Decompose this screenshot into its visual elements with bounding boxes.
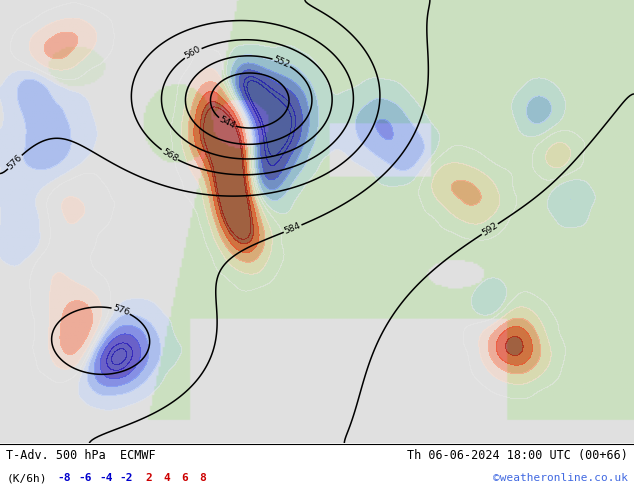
Text: 2: 2: [146, 473, 153, 483]
Text: 560: 560: [183, 45, 203, 61]
Text: 544: 544: [217, 115, 236, 131]
Text: 568: 568: [160, 147, 179, 164]
Text: 576: 576: [111, 303, 131, 318]
Text: T-Adv. 500 hPa  ECMWF: T-Adv. 500 hPa ECMWF: [6, 448, 156, 462]
Text: 576: 576: [6, 153, 24, 172]
Text: (K/6h): (K/6h): [6, 473, 47, 483]
Text: 6: 6: [181, 473, 188, 483]
Text: -2: -2: [120, 473, 133, 483]
Text: Th 06-06-2024 18:00 UTC (00+66): Th 06-06-2024 18:00 UTC (00+66): [407, 448, 628, 462]
Text: 592: 592: [480, 220, 500, 238]
Text: -8: -8: [57, 473, 70, 483]
Text: 4: 4: [164, 473, 171, 483]
Text: ©weatheronline.co.uk: ©weatheronline.co.uk: [493, 473, 628, 483]
Text: 8: 8: [199, 473, 206, 483]
Text: 552: 552: [272, 55, 291, 70]
Text: 584: 584: [283, 221, 302, 236]
Text: -4: -4: [99, 473, 112, 483]
Text: -6: -6: [78, 473, 91, 483]
